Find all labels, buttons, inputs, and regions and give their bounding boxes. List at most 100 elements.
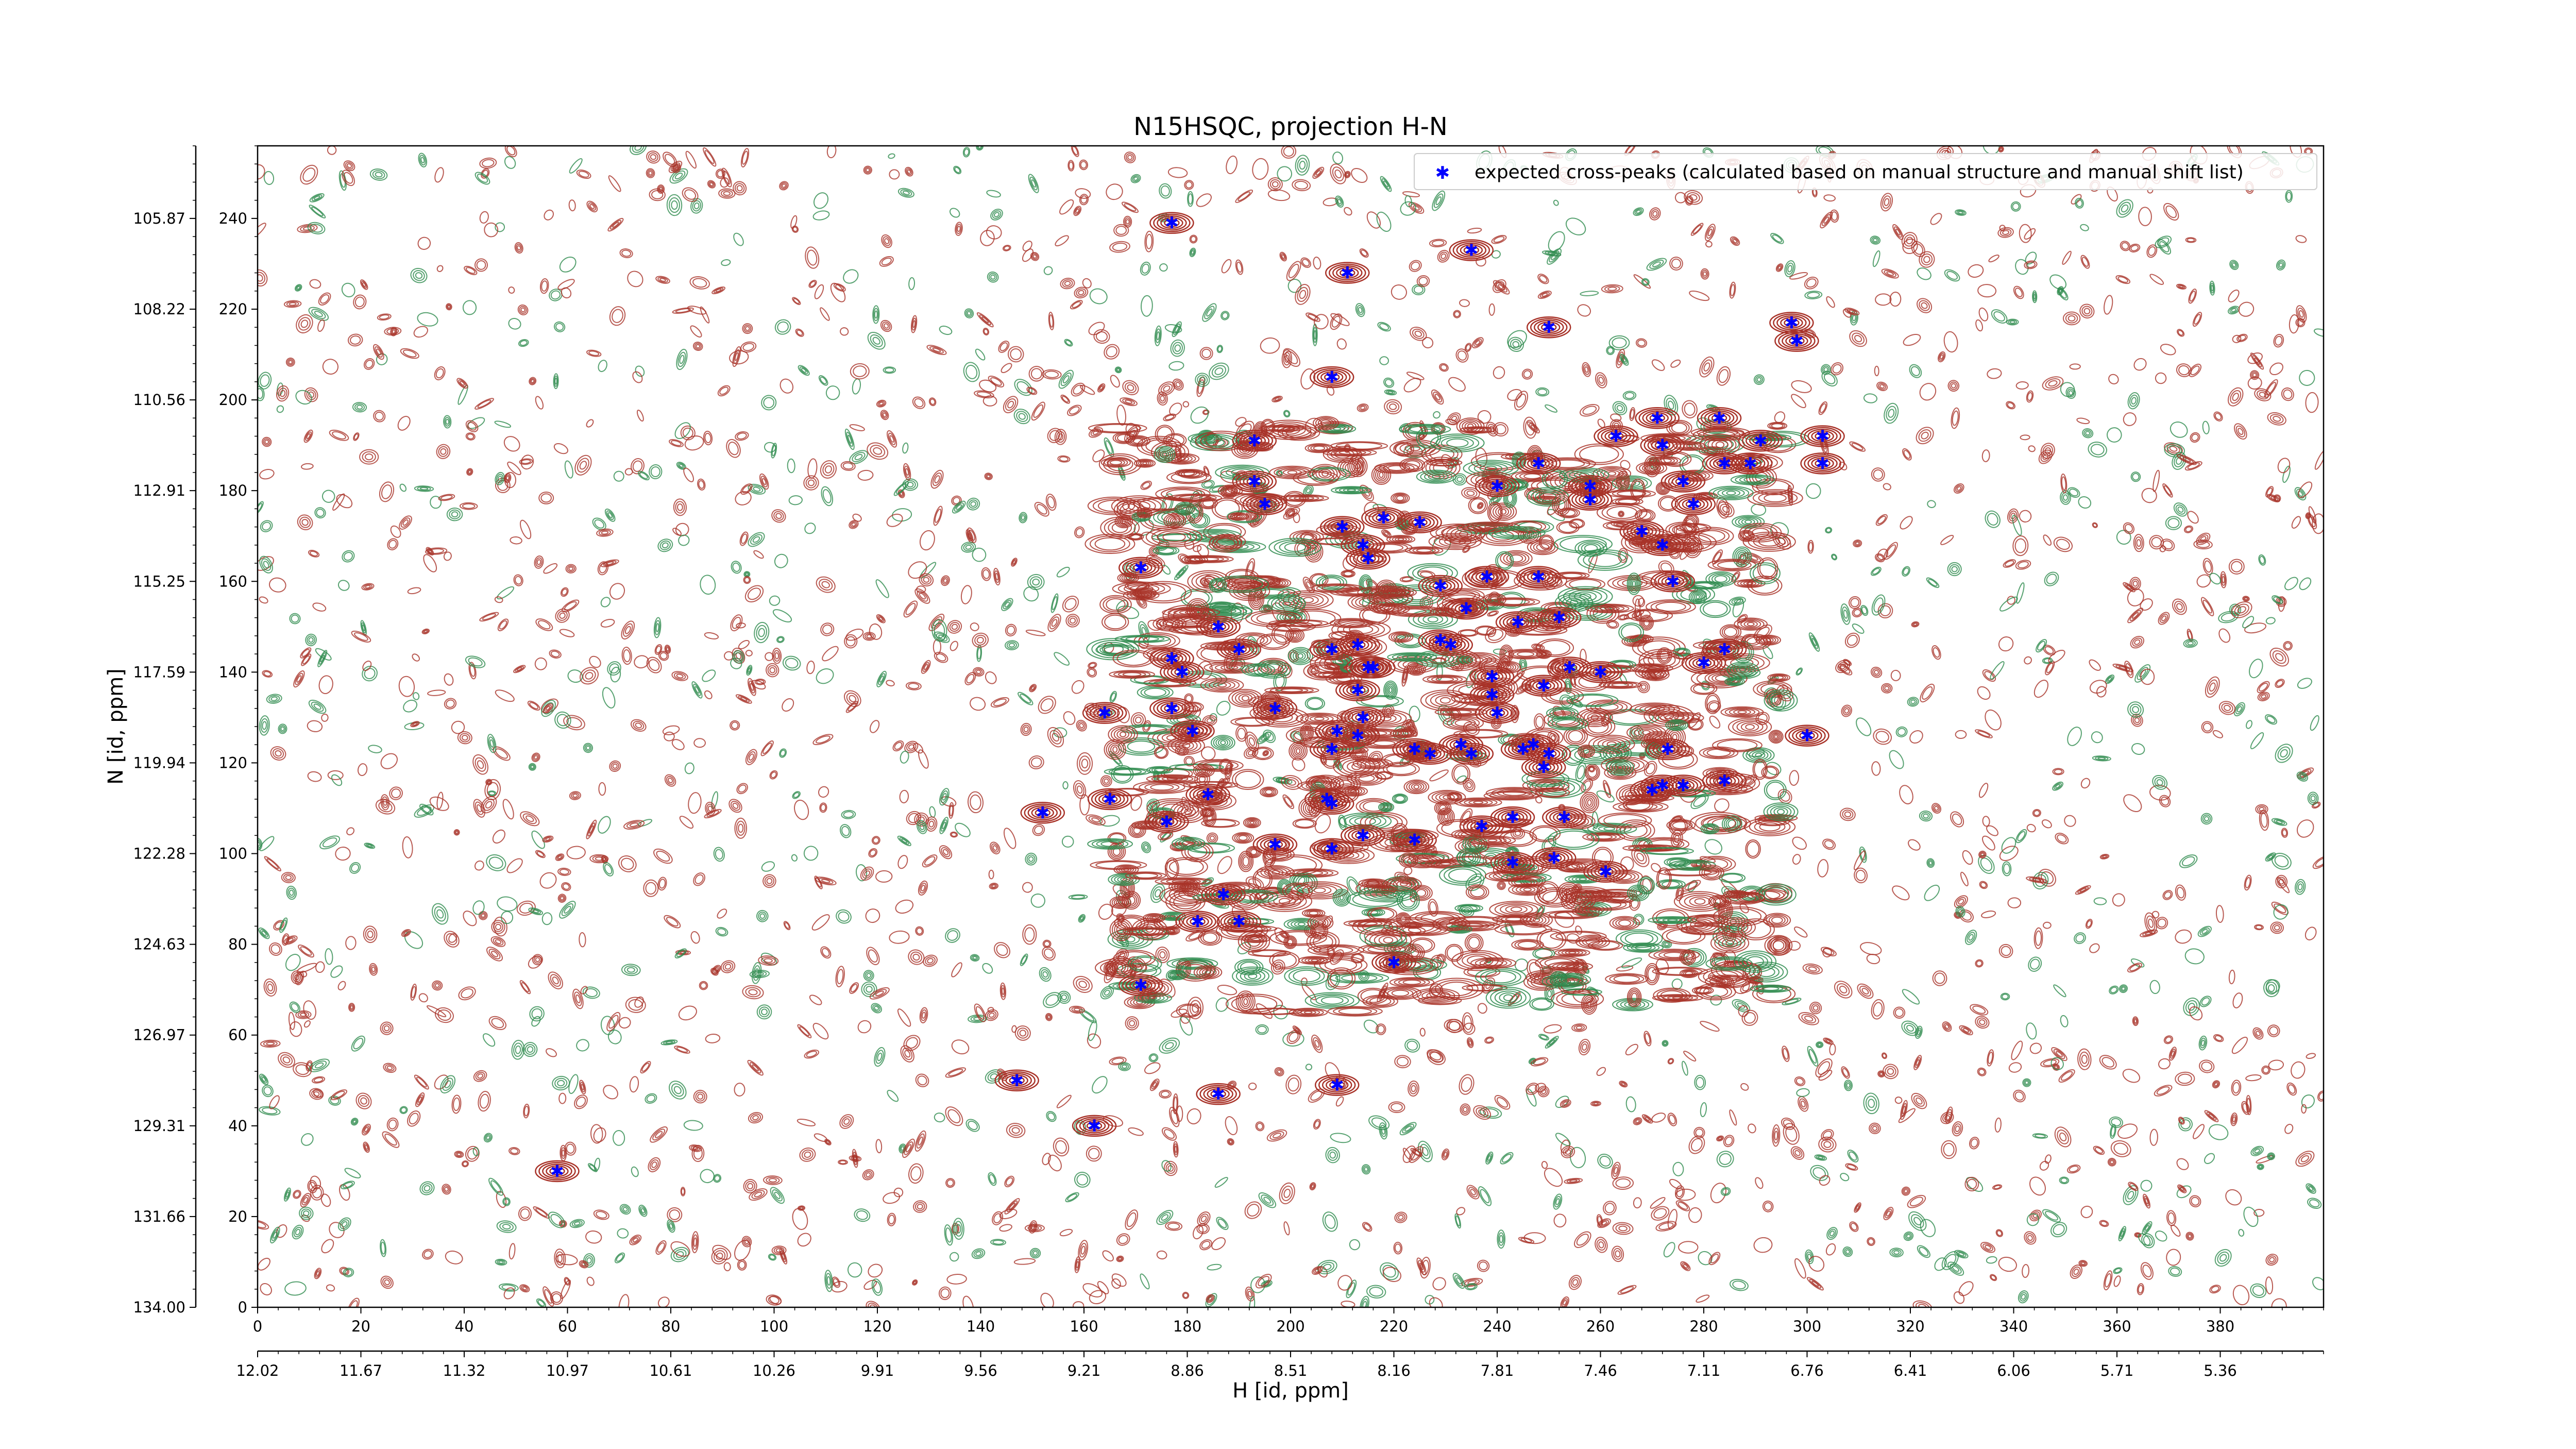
contour-noise: [2178, 1117, 2193, 1132]
contour-noise: [2204, 560, 2212, 573]
contour-noise: [581, 1084, 584, 1090]
contour-noise: [1815, 1058, 1833, 1078]
contour-noise: [1281, 349, 1293, 368]
contour-noise: [666, 194, 683, 216]
contour-noise: [2189, 1195, 2201, 1207]
contour-noise: [1909, 364, 1922, 378]
contour-noise: [646, 656, 662, 673]
contour-noise: [1903, 450, 1911, 459]
contour-noise: [1845, 1163, 1858, 1171]
contour-noise: [732, 562, 740, 572]
contour-noise: [2024, 1231, 2037, 1245]
contour-noise: [1292, 1025, 1302, 1035]
contour-noise: [1683, 1263, 1688, 1269]
contour-noise: [1879, 384, 1885, 389]
contour-noise: [985, 671, 997, 684]
contour-noise: [1277, 1069, 1282, 1074]
contour-noise: [1700, 268, 1709, 280]
contour-noise: [796, 329, 803, 336]
contour-noise: [364, 668, 376, 679]
contour-noise: [2000, 992, 2010, 1001]
contour-noise: [496, 1220, 517, 1233]
contour-noise: [1553, 199, 1559, 206]
contour-noise: [624, 626, 631, 634]
contour-noise: [1053, 727, 1067, 738]
contour-noise: [2140, 1262, 2154, 1280]
contour-noise: [1332, 151, 1344, 164]
contour-noise: [329, 429, 349, 441]
contour-noise: [914, 588, 930, 604]
contour-noise: [1211, 365, 1226, 378]
contour-noise: [1076, 288, 1087, 297]
contour-noise: [2191, 433, 2199, 442]
contour-noise: [2175, 884, 2187, 901]
contour-noise: [626, 967, 635, 973]
contour-noise: [991, 843, 999, 853]
contour-noise: [2062, 494, 2069, 501]
contour-noise: [400, 1107, 407, 1113]
contour-noise: [404, 931, 423, 949]
contour-noise: [1668, 1058, 1673, 1064]
contour-noise: [282, 1056, 291, 1064]
contour-noise: [1006, 641, 1017, 649]
contour-noise: [262, 436, 272, 447]
contour-noise: [304, 387, 318, 402]
contour-noise: [1955, 209, 1967, 216]
contour-noise: [1811, 637, 1817, 647]
contour-noise: [2079, 1260, 2087, 1266]
contour-noise: [1919, 1246, 1929, 1256]
contour-noise: [1704, 224, 1716, 242]
contour-noise: [889, 435, 894, 443]
contour-noise: [2289, 314, 2299, 334]
contour-noise: [2139, 669, 2146, 678]
contour-noise: [2253, 1208, 2265, 1217]
contour-noise: [1649, 207, 1661, 221]
contour-noise: [1719, 1153, 1732, 1165]
contour-noise: [1413, 285, 1423, 294]
contour-noise: [502, 1224, 511, 1229]
contour-noise: [1854, 540, 1861, 547]
contour-noise: [1255, 1121, 1265, 1132]
contour-noise: [259, 1106, 281, 1116]
contour-noise: [1059, 456, 1069, 462]
contour-noise: [1547, 990, 1552, 998]
contour-noise: [1794, 926, 1808, 938]
contour-noise: [756, 1004, 772, 1020]
contour-noise: [752, 536, 760, 543]
contour-noise: [990, 697, 1009, 708]
contour-noise: [901, 1146, 905, 1151]
contour-noise: [2165, 516, 2182, 530]
contour-noise: [478, 911, 488, 920]
contour-noise: [1612, 1164, 1620, 1177]
contour-noise: [418, 993, 428, 1003]
contour-noise: [911, 317, 917, 331]
contour-noise: [975, 1251, 981, 1256]
contour-noise: [362, 665, 378, 682]
contour-noise: [327, 770, 344, 780]
contour-noise: [861, 981, 877, 998]
contour-noise: [1782, 1046, 1790, 1062]
contour-noise: [923, 954, 938, 967]
contour-noise: [2230, 261, 2238, 269]
contour-noise: [353, 294, 367, 310]
contour-noise: [1561, 1298, 1568, 1307]
contour-noise: [1651, 209, 1659, 219]
contour-noise: [732, 616, 741, 629]
contour-noise: [1853, 540, 1862, 548]
contour-noise: [1916, 1059, 1920, 1066]
contour-noise: [501, 1284, 516, 1291]
contour-noise: [444, 1186, 449, 1192]
contour-noise: [1217, 1218, 1227, 1228]
contour-noise: [906, 168, 912, 176]
contour-noise: [2232, 992, 2243, 1008]
contour-noise: [761, 1008, 768, 1016]
contour-noise: [2025, 1233, 2035, 1243]
contour-noise: [553, 443, 568, 454]
contour-noise: [899, 837, 910, 845]
contour-noise: [1067, 1193, 1077, 1201]
contour-noise: [1808, 632, 1820, 652]
contour-noise: [730, 614, 743, 632]
contour-noise: [774, 319, 791, 335]
contour-noise: [1106, 183, 1123, 200]
